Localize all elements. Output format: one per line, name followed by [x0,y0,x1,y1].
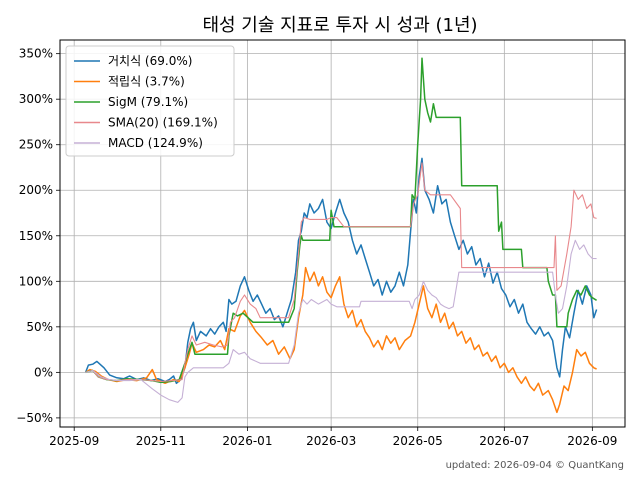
axes: −50% 0% 50% 100% 150% 200% 250% 300% 350% 2025-09… [16,47,617,448]
y-tick-label: 0% [34,365,53,379]
x-tick-label: 2025-11 [136,434,186,448]
chart-title: 태성 기술 지표로 투자 시 성과 (1년) [202,15,477,36]
y-tick-label: 200% [19,183,53,197]
y-tick-label: 100% [19,274,53,288]
legend: 거치식 (69.0%) 적립식 (3.7%) SigM (79.1%) SMA(20)… [65,45,235,157]
y-tick-label: 150% [19,229,53,243]
y-tick-label: 250% [19,138,53,152]
y-tick-label: 50% [26,320,53,334]
legend-label: 적립식 (3.7%) [108,75,185,89]
x-tick-label: 2026-05 [393,434,443,448]
legend-label: SMA(20) (169.1%) [108,116,218,130]
plot-frame [59,39,626,428]
x-tick-label: 2025-09 [49,434,99,448]
x-tick-label: 2026-09 [567,434,617,448]
y-tick-label: 350% [19,47,53,61]
x-tick-label: 2026-03 [306,434,356,448]
x-tick-label: 2026-01 [222,434,272,448]
y-tick-label: −50% [16,411,53,425]
legend-label: SigM (79.1%) [108,95,188,109]
footer-credit: updated: 2026-09-04 © QuantKang [446,460,624,471]
legend-label: 거치식 (69.0%) [108,54,192,68]
series-line-3 [85,162,597,383]
series-line-0 [84,157,598,385]
series-line-4 [85,239,597,403]
legend-label: MACD (124.9%) [108,136,203,150]
series-line-1 [85,266,597,414]
series-lines [84,57,598,414]
y-tick-label: 300% [19,92,53,106]
x-tick-label: 2026-07 [479,434,529,448]
legend-box [65,45,235,157]
